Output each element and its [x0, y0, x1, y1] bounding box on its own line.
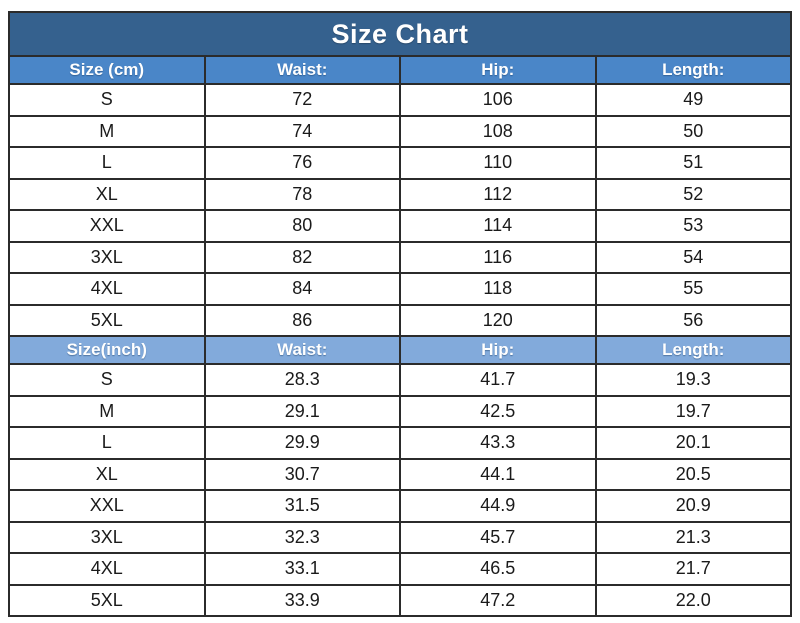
- table-row: M 29.1 42.5 19.7: [8, 394, 792, 428]
- value-cell: 116: [399, 240, 597, 274]
- value-cell: 29.9: [203, 426, 401, 460]
- table-row: M 74 108 50: [8, 114, 792, 148]
- header-row-inch: Size(inch) Waist: Hip: Length:: [8, 335, 792, 365]
- value-cell: 112: [399, 177, 597, 211]
- value-cell: 52: [594, 177, 792, 211]
- table-row: 4XL 84 118 55: [8, 272, 792, 306]
- value-cell: 20.5: [594, 457, 792, 491]
- size-label-cell: M: [8, 394, 206, 428]
- value-cell: 110: [399, 146, 597, 180]
- page-title: Size Chart: [8, 11, 792, 57]
- table-row: S 72 106 49: [8, 83, 792, 117]
- size-label-cell: 5XL: [8, 583, 206, 617]
- table-row: 5XL 33.9 47.2 22.0: [8, 583, 792, 617]
- value-cell: 29.1: [203, 394, 401, 428]
- value-cell: 33.1: [203, 552, 401, 586]
- value-cell: 49: [594, 83, 792, 117]
- size-label-cell: 5XL: [8, 303, 206, 337]
- table-row: 3XL 82 116 54: [8, 240, 792, 274]
- size-label-cell: XL: [8, 177, 206, 211]
- value-cell: 80: [203, 209, 401, 243]
- size-label-cell: XL: [8, 457, 206, 491]
- value-cell: 30.7: [203, 457, 401, 491]
- value-cell: 19.7: [594, 394, 792, 428]
- value-cell: 28.3: [203, 363, 401, 397]
- size-label-cell: 4XL: [8, 272, 206, 306]
- table-row: XL 30.7 44.1 20.5: [8, 457, 792, 491]
- value-cell: 56: [594, 303, 792, 337]
- value-cell: 53: [594, 209, 792, 243]
- value-cell: 114: [399, 209, 597, 243]
- value-cell: 21.7: [594, 552, 792, 586]
- column-header: Length:: [594, 55, 792, 85]
- value-cell: 106: [399, 83, 597, 117]
- value-cell: 31.5: [203, 489, 401, 523]
- value-cell: 33.9: [203, 583, 401, 617]
- value-cell: 46.5: [399, 552, 597, 586]
- value-cell: 108: [399, 114, 597, 148]
- size-label-cell: M: [8, 114, 206, 148]
- value-cell: 43.3: [399, 426, 597, 460]
- table-row: XXL 80 114 53: [8, 209, 792, 243]
- size-label-cell: 4XL: [8, 552, 206, 586]
- table-row: L 29.9 43.3 20.1: [8, 426, 792, 460]
- table-row: S 28.3 41.7 19.3: [8, 363, 792, 397]
- table-row: XL 78 112 52: [8, 177, 792, 211]
- value-cell: 76: [203, 146, 401, 180]
- header-row-cm: Size (cm) Waist: Hip: Length:: [8, 55, 792, 85]
- value-cell: 51: [594, 146, 792, 180]
- column-header: Waist:: [203, 55, 401, 85]
- size-label-cell: 3XL: [8, 240, 206, 274]
- value-cell: 72: [203, 83, 401, 117]
- column-header: Hip:: [399, 55, 597, 85]
- column-header: Length:: [594, 335, 792, 365]
- value-cell: 32.3: [203, 520, 401, 554]
- value-cell: 86: [203, 303, 401, 337]
- size-table-body: Size (cm) Waist: Hip: Length: S 72 106 49 M 74 108…: [8, 55, 792, 617]
- column-header: Hip:: [399, 335, 597, 365]
- value-cell: 74: [203, 114, 401, 148]
- value-cell: 120: [399, 303, 597, 337]
- value-cell: 82: [203, 240, 401, 274]
- value-cell: 22.0: [594, 583, 792, 617]
- value-cell: 54: [594, 240, 792, 274]
- value-cell: 45.7: [399, 520, 597, 554]
- column-header: Size (cm): [8, 55, 206, 85]
- size-label-cell: L: [8, 146, 206, 180]
- value-cell: 84: [203, 272, 401, 306]
- value-cell: 42.5: [399, 394, 597, 428]
- title-row: Size Chart: [8, 11, 792, 57]
- value-cell: 118: [399, 272, 597, 306]
- value-cell: 20.9: [594, 489, 792, 523]
- size-label-cell: S: [8, 363, 206, 397]
- size-label-cell: L: [8, 426, 206, 460]
- table-row: XXL 31.5 44.9 20.9: [8, 489, 792, 523]
- value-cell: 19.3: [594, 363, 792, 397]
- size-table: Size Chart Size (cm) Waist: Hip: Length: S 72…: [8, 11, 792, 617]
- size-label-cell: S: [8, 83, 206, 117]
- size-chart-table-wrap: Size Chart Size (cm) Waist: Hip: Length: S 72…: [8, 11, 792, 617]
- value-cell: 44.9: [399, 489, 597, 523]
- table-row: 4XL 33.1 46.5 21.7: [8, 552, 792, 586]
- value-cell: 55: [594, 272, 792, 306]
- value-cell: 41.7: [399, 363, 597, 397]
- column-header: Size(inch): [8, 335, 206, 365]
- value-cell: 78: [203, 177, 401, 211]
- value-cell: 50: [594, 114, 792, 148]
- value-cell: 44.1: [399, 457, 597, 491]
- size-label-cell: XXL: [8, 209, 206, 243]
- size-label-cell: XXL: [8, 489, 206, 523]
- size-label-cell: 3XL: [8, 520, 206, 554]
- value-cell: 47.2: [399, 583, 597, 617]
- value-cell: 21.3: [594, 520, 792, 554]
- table-row: L 76 110 51: [8, 146, 792, 180]
- table-row: 3XL 32.3 45.7 21.3: [8, 520, 792, 554]
- column-header: Waist:: [203, 335, 401, 365]
- table-row: 5XL 86 120 56: [8, 303, 792, 337]
- value-cell: 20.1: [594, 426, 792, 460]
